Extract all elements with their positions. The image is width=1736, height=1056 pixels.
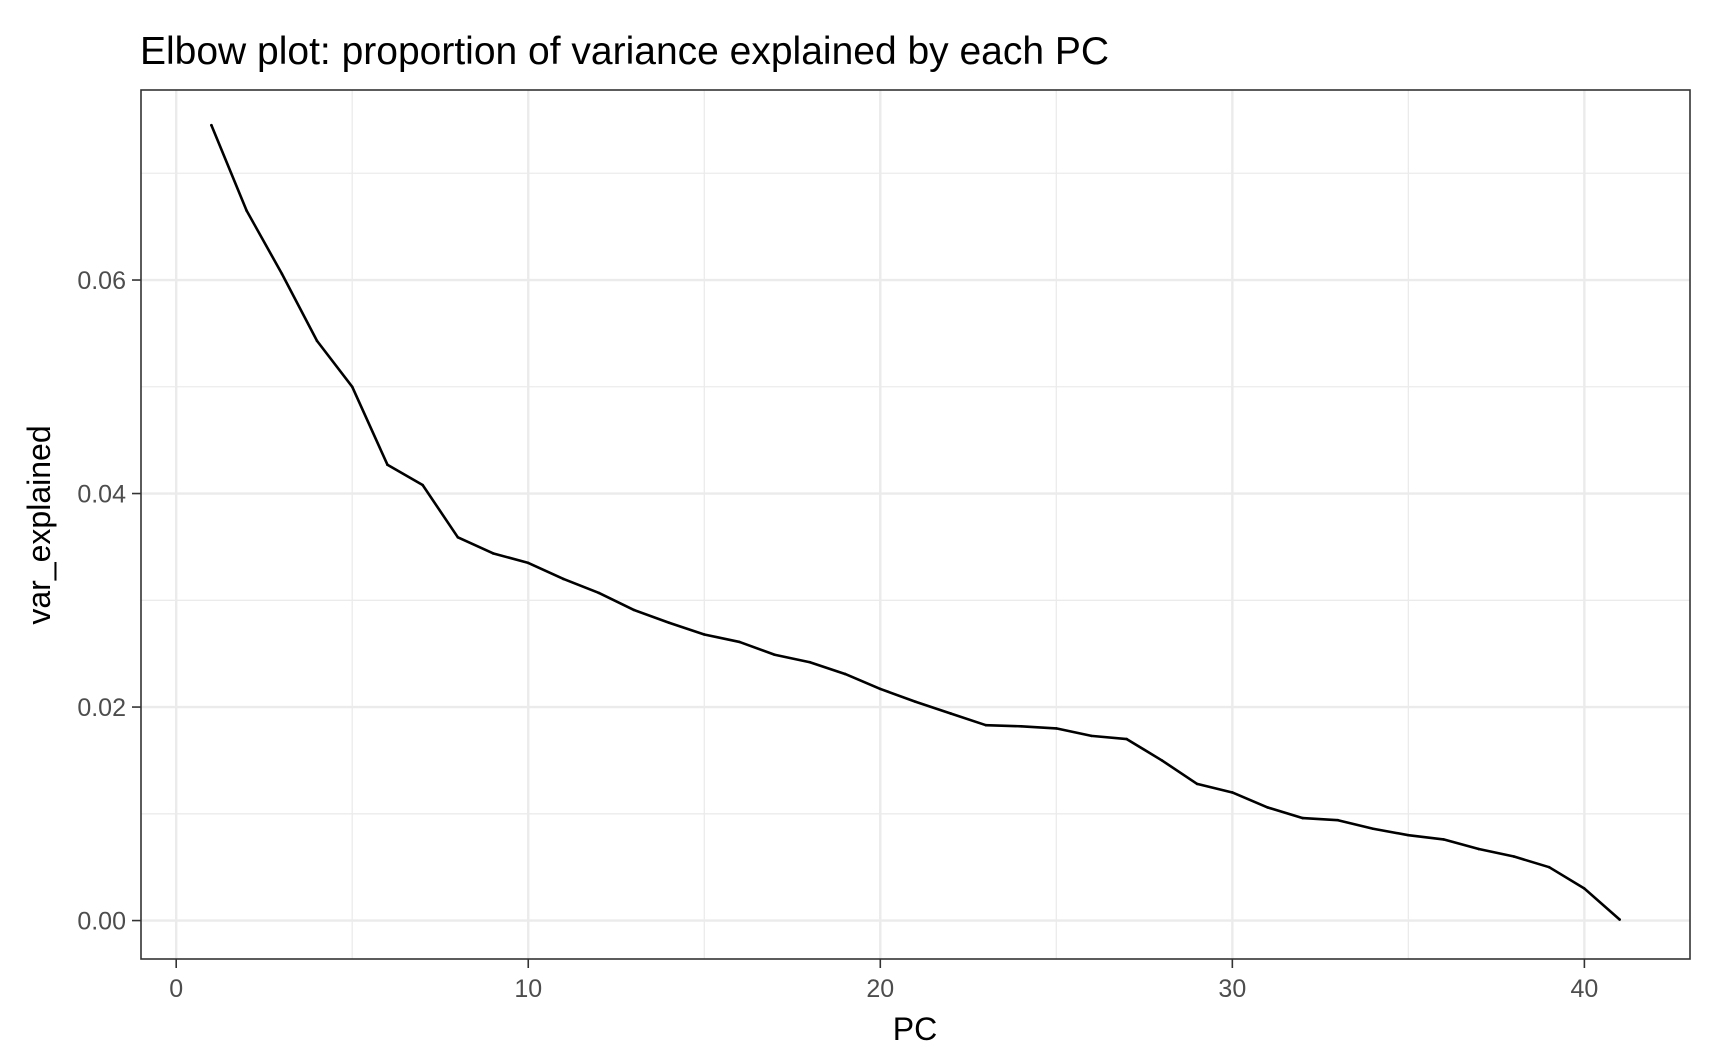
data-point xyxy=(1195,782,1199,786)
data-point xyxy=(1090,734,1093,738)
data-point xyxy=(1019,724,1023,728)
chart-title: Elbow plot: proportion of variance expla… xyxy=(140,30,1109,73)
y-tick-label: 0.00 xyxy=(77,908,126,936)
data-point xyxy=(667,621,671,625)
data-point xyxy=(562,577,565,581)
data-point xyxy=(491,552,495,555)
y-tick-label: 0.02 xyxy=(77,694,126,722)
data-point xyxy=(350,385,354,389)
x-tick-label: 10 xyxy=(514,975,542,1003)
data-point xyxy=(1055,727,1058,730)
data-point xyxy=(1160,759,1164,762)
x-axis: 0 10 20 30 40 xyxy=(169,959,1598,1003)
data-point xyxy=(386,463,389,467)
data-point xyxy=(1301,816,1305,820)
data-point xyxy=(210,123,213,127)
data-point xyxy=(878,687,882,691)
x-tick-label: 0 xyxy=(169,975,183,1003)
minor-gridlines xyxy=(141,90,1690,959)
plot-panel-border xyxy=(140,89,1691,960)
data-point xyxy=(1371,827,1375,831)
data-point xyxy=(949,712,953,715)
data-point xyxy=(702,633,706,636)
data-point xyxy=(526,561,530,565)
y-tick-label: 0.06 xyxy=(77,267,126,295)
data-point xyxy=(914,700,917,704)
data-point xyxy=(1618,918,1621,921)
data-point xyxy=(280,272,284,275)
y-axis: 0.00 0.02 0.04 0.06 xyxy=(77,267,141,936)
y-axis-title: var_explained xyxy=(21,425,57,624)
x-tick-label: 40 xyxy=(1570,975,1598,1003)
y-tick-label: 0.04 xyxy=(77,481,126,509)
data-point xyxy=(808,660,812,664)
data-point xyxy=(421,483,424,487)
data-point xyxy=(1512,855,1516,858)
data-point xyxy=(1583,887,1586,890)
data-point xyxy=(1442,838,1445,841)
data-point xyxy=(315,339,319,343)
data-point xyxy=(1231,791,1234,794)
data-point xyxy=(456,536,460,539)
data-point xyxy=(245,209,248,212)
data-point xyxy=(1407,833,1410,837)
series-layer xyxy=(210,123,1621,921)
data-point xyxy=(597,591,600,595)
plot-panel-background xyxy=(141,90,1690,959)
x-tick-label: 30 xyxy=(1218,975,1246,1003)
data-point xyxy=(1477,847,1481,851)
x-axis-title: PC xyxy=(893,1011,937,1047)
data-point xyxy=(738,640,741,644)
data-point xyxy=(1336,818,1340,822)
x-tick-label: 20 xyxy=(866,975,894,1003)
data-point xyxy=(1125,737,1129,741)
data-point xyxy=(1266,806,1269,809)
data-point xyxy=(843,672,847,676)
data-point xyxy=(1547,865,1551,869)
data-point xyxy=(632,608,636,612)
data-point xyxy=(984,723,988,727)
data-point xyxy=(773,653,776,657)
major-gridlines xyxy=(141,90,1690,959)
